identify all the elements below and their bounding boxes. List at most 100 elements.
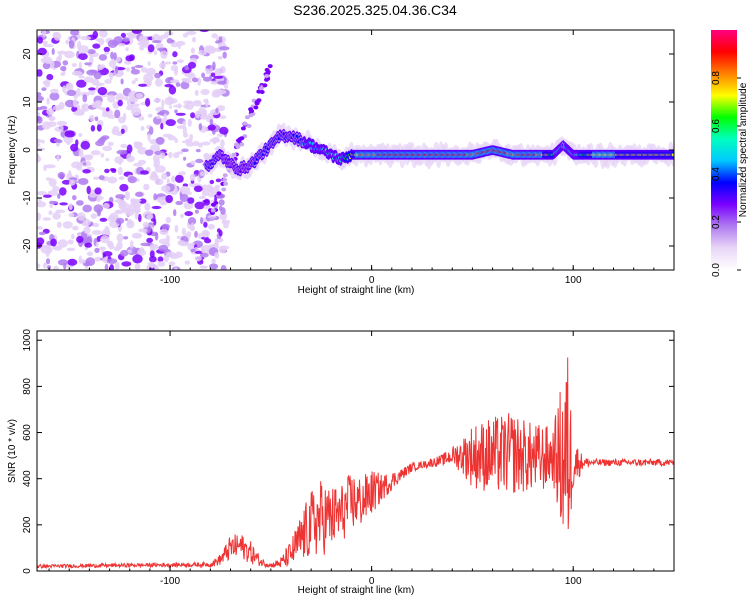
noise-blob	[71, 233, 75, 240]
noise-blob	[68, 179, 76, 186]
noise-blob	[218, 46, 230, 51]
noise-blob	[131, 66, 136, 70]
noise-blob	[98, 54, 108, 61]
noise-blob	[147, 113, 153, 118]
noise-blob	[95, 242, 99, 248]
noise-blob	[183, 156, 187, 161]
noise-blob	[57, 193, 61, 199]
noise-blob	[124, 191, 130, 201]
noise-blob	[115, 93, 125, 102]
noise-blob	[137, 146, 147, 155]
noise-blob	[133, 162, 143, 167]
noise-blob	[46, 97, 50, 105]
noise-blob	[178, 171, 186, 176]
noise-blob	[175, 174, 184, 183]
noise-blob	[131, 30, 143, 34]
noise-blob	[92, 30, 99, 39]
noise-blob	[43, 44, 54, 48]
noise-blob	[78, 52, 88, 61]
noise-blob	[165, 234, 170, 243]
noise-blob	[176, 125, 187, 129]
colorbar-gradient	[711, 30, 737, 270]
noise-blob	[113, 130, 122, 136]
noise-blob	[94, 256, 103, 262]
snr-y-tick-label: 0	[22, 568, 33, 574]
noise-blob	[145, 97, 151, 107]
noise-blob	[182, 120, 187, 127]
noise-blob	[37, 116, 43, 124]
noise-blob	[129, 240, 134, 250]
noise-blob	[206, 65, 212, 69]
noise-blob	[209, 179, 215, 185]
noise-blob	[166, 178, 170, 185]
noise-blob	[95, 100, 103, 108]
noise-blob	[42, 30, 47, 37]
noise-blob	[68, 40, 75, 49]
noise-blob	[42, 62, 51, 70]
noise-blob	[144, 202, 151, 211]
noise-blob	[183, 104, 190, 109]
noise-blob	[83, 226, 91, 234]
noise-blob	[46, 108, 55, 116]
noise-blob	[80, 35, 92, 41]
noise-blob	[161, 173, 168, 180]
noise-blob	[68, 213, 75, 218]
colorbar: 0.0 0.2 0.4 0.6 0.8 Normalized spectral ampl…	[711, 30, 749, 277]
noise-blob	[130, 209, 141, 213]
noise-blob	[71, 70, 83, 76]
noise-blob	[78, 61, 83, 70]
noise-blob	[160, 122, 164, 130]
noise-blob	[57, 259, 69, 266]
noise-blob	[104, 79, 112, 84]
noise-blob	[107, 114, 117, 119]
noise-blob	[149, 243, 159, 250]
noise-blob	[181, 227, 187, 236]
noise-blob	[57, 239, 68, 248]
noise-blob	[37, 143, 41, 147]
noise-blob	[49, 92, 60, 101]
noise-blob	[207, 215, 217, 219]
noise-blob	[108, 72, 114, 77]
noise-blob	[199, 252, 209, 258]
noise-blob	[92, 43, 101, 49]
noise-blob	[126, 67, 130, 72]
spectrogram-xlabel: Height of straight line (km)	[298, 285, 415, 296]
noise-blob	[158, 244, 169, 252]
noise-blob	[137, 248, 146, 256]
noise-blob	[107, 215, 117, 223]
noise-blob	[184, 211, 193, 217]
noise-blob	[83, 76, 94, 83]
noise-blob	[48, 200, 59, 205]
noise-blob	[50, 238, 57, 247]
noise-blob	[157, 261, 166, 267]
noise-blob	[43, 79, 51, 88]
noise-blob	[48, 210, 53, 216]
noise-blob	[127, 176, 137, 184]
noise-blob	[53, 32, 62, 41]
noise-blob	[198, 232, 202, 239]
noise-blob	[45, 164, 56, 169]
noise-blob	[200, 88, 210, 96]
noise-blob	[138, 213, 142, 223]
snr-y-tick-label: 400	[22, 470, 33, 487]
noise-blob	[37, 201, 47, 208]
noise-blob	[37, 226, 43, 230]
streak-blob	[259, 90, 265, 94]
noise-blob	[125, 55, 134, 62]
noise-blob	[103, 46, 111, 53]
noise-blob	[211, 258, 216, 264]
noise-blob	[121, 261, 132, 267]
noise-blob	[91, 230, 103, 235]
noise-blob	[175, 251, 183, 258]
noise-blob	[149, 255, 157, 263]
noise-blob	[138, 35, 148, 45]
noise-blob	[48, 116, 56, 121]
snr-background	[37, 331, 674, 571]
noise-blob	[219, 126, 229, 135]
y-tick-label: -10	[22, 190, 33, 205]
ridge-core	[253, 161, 256, 165]
noise-blob	[207, 124, 216, 131]
noise-blob	[76, 88, 81, 97]
noise-blob	[70, 30, 80, 36]
